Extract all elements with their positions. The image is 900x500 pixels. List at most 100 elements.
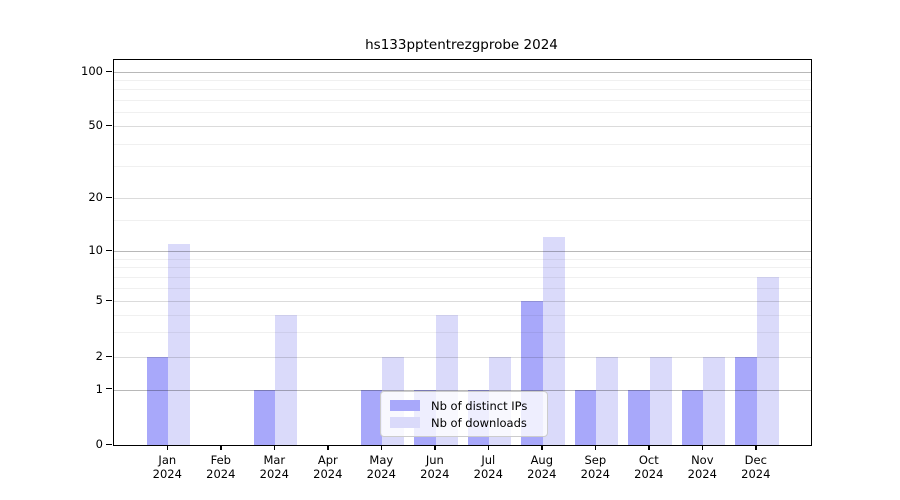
gridline-major (114, 357, 811, 358)
x-tick-month: Jun (425, 453, 444, 467)
y-tick-mark (106, 299, 112, 301)
y-tick-label: 20 (88, 190, 103, 204)
bar-downloads (542, 237, 565, 445)
x-tick-year: 2024 (580, 466, 610, 481)
bar-downloads (596, 357, 619, 445)
y-tick-label: 10 (88, 243, 103, 257)
x-tick-label: Jul 2024 (458, 453, 518, 481)
gridline-minor (114, 80, 811, 82)
x-tick-year: 2024 (366, 466, 396, 481)
x-tick-month: Sep (584, 453, 607, 467)
x-tick-mark (487, 445, 490, 450)
y-tick-mark (106, 124, 112, 126)
gridline-minor (114, 143, 811, 145)
x-tick-month: Apr (317, 453, 338, 467)
x-tick-month: Dec (744, 453, 767, 467)
x-tick-label: Aug 2024 (512, 453, 572, 481)
x-tick-month: Jan (158, 453, 177, 467)
x-tick-month: Aug (530, 453, 554, 467)
gridline-minor (114, 89, 811, 91)
legend-label: Nb of distinct IPs (431, 398, 528, 413)
x-tick-year: 2024 (313, 466, 343, 481)
x-tick-year: 2024 (259, 466, 289, 481)
x-tick-mark (380, 445, 383, 450)
legend-label: Nb of downloads (431, 415, 527, 430)
x-tick-label: Nov 2024 (672, 453, 732, 481)
bar-downloads (703, 357, 726, 445)
bar-distinct-ips (628, 389, 650, 445)
x-tick-month: May (369, 453, 394, 467)
y-tick-mark (106, 388, 112, 390)
x-tick-year: 2024 (152, 466, 182, 481)
y-tick-mark (106, 249, 112, 251)
gridline-major (114, 251, 811, 252)
x-tick-month: Jul (481, 453, 496, 467)
x-tick-month: Feb (210, 453, 231, 467)
bar-downloads (649, 357, 672, 445)
legend: Nb of distinct IPs Nb of downloads (380, 391, 548, 437)
x-tick-year: 2024 (634, 466, 664, 481)
x-tick-mark (648, 445, 650, 450)
plot-area (113, 59, 812, 446)
bar-distinct-ips (574, 389, 597, 445)
gridline-minor (114, 267, 811, 269)
x-tick-year: 2024 (473, 466, 503, 481)
gridline-major (114, 198, 811, 199)
gridline-minor (114, 111, 811, 113)
gridline-major (114, 72, 811, 73)
gridline-major (114, 389, 811, 391)
gridline-minor (114, 287, 811, 289)
gridline-minor (114, 314, 811, 316)
x-tick-mark (327, 445, 329, 450)
x-tick-mark (273, 445, 276, 450)
x-tick-mark (220, 445, 222, 450)
x-tick-label: Feb 2024 (191, 453, 251, 481)
x-tick-year: 2024 (206, 466, 236, 481)
x-tick-label: Sep 2024 (565, 453, 625, 481)
x-tick-label: Jun 2024 (405, 453, 465, 481)
chart-title: hs133pptentrezgprobe 2024 (365, 37, 558, 53)
x-tick-mark (166, 445, 169, 450)
bar-distinct-ips (146, 357, 169, 445)
bar-distinct-ips (360, 389, 383, 445)
y-tick-label: 0 (95, 437, 103, 451)
y-tick-label: 1 (95, 381, 103, 396)
y-tick-mark (106, 355, 112, 357)
bar-distinct-ips (681, 389, 704, 445)
gridline-minor (114, 166, 811, 168)
gridline-minor (114, 99, 811, 101)
gridline-minor (114, 276, 811, 278)
x-tick-month: Oct (638, 453, 659, 467)
x-tick-year: 2024 (741, 466, 771, 481)
y-tick-label: 2 (95, 349, 103, 363)
x-tick-label: Mar 2024 (244, 453, 304, 481)
x-tick-label: Dec 2024 (726, 453, 786, 481)
x-tick-label: Oct 2024 (619, 453, 679, 481)
bar-downloads (275, 314, 298, 445)
gridline-minor (114, 219, 811, 221)
x-tick-label: Apr 2024 (298, 453, 358, 481)
y-tick-mark (106, 443, 112, 445)
x-tick-label: May 2024 (351, 453, 411, 481)
gridline-minor (114, 332, 811, 334)
x-tick-year: 2024 (420, 466, 450, 481)
x-tick-month: Nov (691, 453, 714, 467)
bar-distinct-ips (253, 389, 276, 445)
gridline-major (114, 301, 811, 302)
legend-item: Nb of distinct IPs (390, 397, 538, 414)
legend-item: Nb of downloads (390, 414, 538, 431)
x-tick-month: Mar (263, 453, 286, 467)
x-tick-mark (755, 445, 757, 450)
x-tick-mark (701, 445, 704, 450)
legend-swatch (390, 417, 420, 428)
y-tick-mark (106, 70, 112, 72)
y-tick-mark (106, 196, 112, 198)
bar-distinct-ips (735, 357, 757, 445)
x-tick-mark (434, 445, 436, 450)
x-tick-mark (541, 445, 543, 450)
y-tick-label: 50 (88, 118, 103, 132)
y-tick-label: 100 (81, 64, 103, 78)
x-tick-year: 2024 (527, 466, 557, 481)
y-tick-label: 5 (95, 293, 103, 307)
